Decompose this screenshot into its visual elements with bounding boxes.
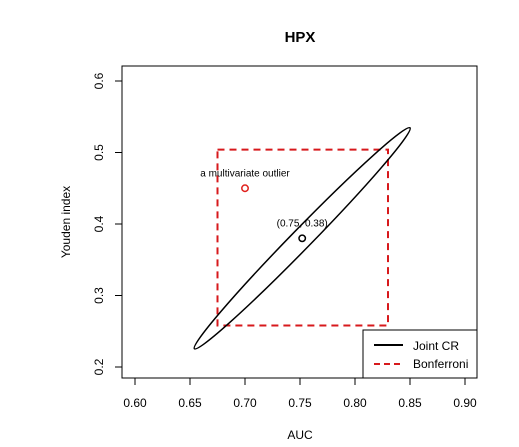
y-axis: 0.2 0.3 0.4 0.5 0.6 <box>92 72 123 375</box>
legend: Joint CR Bonferroni <box>362 329 478 379</box>
estimate-point-label: (0.75, 0.38) <box>277 218 328 229</box>
x-tick-label: 0.75 <box>288 396 312 410</box>
x-tick-label: 0.85 <box>398 396 422 410</box>
y-axis-label: Youden index <box>59 186 73 258</box>
estimate-point <box>298 234 307 243</box>
x-tick-label: 0.80 <box>343 396 367 410</box>
legend-label-joint-cr: Joint CR <box>413 339 459 353</box>
outlier-point-label: a multivariate outlier <box>200 168 290 179</box>
legend-label-bonferroni: Bonferroni <box>413 357 468 371</box>
x-axis: 0.60 0.65 0.70 0.75 0.80 0.85 0.90 <box>123 377 477 410</box>
chart-title: HPX <box>285 29 316 46</box>
y-tick-label: 0.5 <box>92 144 106 161</box>
x-tick-label: 0.60 <box>123 396 147 410</box>
joint-cr-ellipse <box>193 126 411 350</box>
x-axis-label: AUC <box>287 428 313 442</box>
x-tick-label: 0.70 <box>233 396 257 410</box>
y-tick-label: 0.4 <box>92 215 106 232</box>
legend-box <box>362 329 478 379</box>
y-tick-label: 0.3 <box>92 287 106 304</box>
bonferroni-region <box>216 148 389 327</box>
y-tick-label: 0.6 <box>92 72 106 89</box>
outlier-point <box>241 184 249 193</box>
y-tick-label: 0.2 <box>92 358 106 375</box>
chart-marks: (0.75, 0.38) a multivariate outlier <box>193 126 411 350</box>
x-tick-label: 0.65 <box>178 396 202 410</box>
x-tick-label: 0.90 <box>453 396 477 410</box>
